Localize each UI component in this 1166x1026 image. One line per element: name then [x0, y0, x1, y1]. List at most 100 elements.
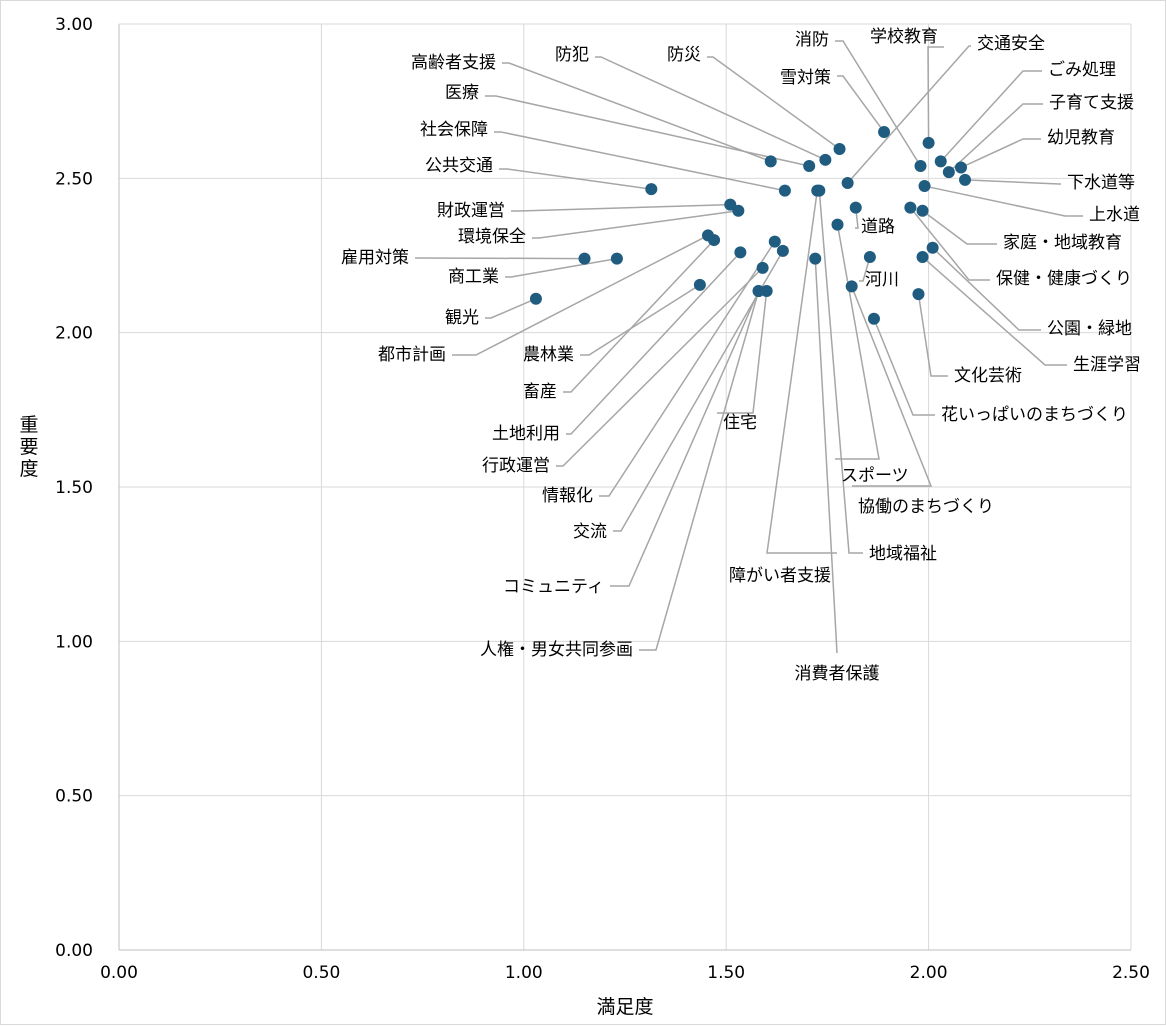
leader-line: [847, 45, 971, 184]
leader-line: [580, 284, 701, 356]
data-label: 文化芸術: [954, 366, 1022, 386]
x-tick-label: 0.00: [100, 963, 138, 983]
leader-line: [873, 318, 935, 416]
data-label: 障がい者支援: [729, 566, 831, 586]
data-point: [959, 173, 972, 186]
x-tick-label: 1.00: [505, 963, 543, 983]
data-point: [954, 161, 967, 174]
y-tick-label: 2.00: [55, 324, 93, 344]
data-label: 環境保全: [458, 227, 526, 247]
data-point: [912, 288, 925, 301]
leader-line: [922, 210, 997, 245]
data-label: 学校教育: [870, 27, 938, 47]
leader-line: [932, 247, 1041, 331]
grid-lines: [119, 23, 1132, 950]
data-point: [914, 159, 927, 172]
leader-line: [639, 290, 760, 651]
leader-line: [485, 298, 537, 319]
data-point: [610, 252, 623, 265]
data-point: [841, 176, 854, 189]
y-tick-label: 0.00: [55, 941, 93, 961]
tick-labels: 0.00 0.50 1.00 1.50 2.00 2.50 0.00 0.50 1.00 1.50…: [55, 15, 1150, 983]
data-label: 商工業: [448, 267, 499, 287]
data-label: 人権・男女共同参画: [480, 640, 633, 660]
leader-line: [494, 131, 786, 192]
y-tick-label: 1.00: [55, 632, 93, 652]
leader-line: [917, 293, 948, 377]
data-label: 消費者保護: [795, 664, 880, 684]
data-label: 下水道等: [1067, 173, 1135, 193]
data-point: [926, 241, 939, 254]
leader-line: [837, 75, 885, 133]
x-axis-title: 満足度: [596, 996, 653, 1018]
leader-line: [556, 267, 764, 467]
x-tick-label: 2.50: [1112, 963, 1150, 983]
data-label: コミュニティ: [503, 577, 604, 597]
axes: [118, 24, 1131, 951]
data-label: ごみ処理: [1048, 60, 1116, 80]
data-label: 河川: [865, 270, 899, 290]
data-label: 子育て支援: [1049, 93, 1134, 113]
y-tick-label: 1.50: [55, 478, 93, 498]
data-label: 雪対策: [780, 68, 831, 88]
leader-line: [850, 286, 933, 487]
data-label: 雇用対策: [341, 248, 409, 268]
data-point: [811, 184, 824, 197]
data-label: 協働のまちづくり: [858, 497, 994, 517]
leader-line: [859, 256, 871, 282]
leader-line: [927, 46, 944, 143]
data-point: [724, 198, 737, 211]
data-label: 消防: [795, 30, 829, 50]
data-point: [904, 201, 917, 214]
data-point: [578, 252, 591, 265]
data-point: [803, 159, 816, 172]
data-label: 農林業: [523, 345, 574, 365]
data-label: 上水道: [1089, 205, 1140, 225]
leader-line: [854, 207, 859, 229]
leader-line: [818, 190, 863, 554]
data-point: [693, 278, 706, 291]
data-point: [708, 234, 721, 247]
data-label: 医療: [445, 83, 479, 103]
data-label: 社会保障: [420, 120, 488, 140]
leader-line: [563, 239, 715, 393]
data-point: [756, 261, 769, 274]
y-axis-title: 重要度: [19, 414, 38, 480]
data-label: 生涯学習: [1073, 355, 1141, 375]
leader-line: [948, 103, 1043, 173]
data-label: 家庭・地域教育: [1003, 233, 1122, 253]
data-point: [734, 246, 747, 259]
data-label: 畜産: [523, 382, 557, 402]
data-point: [849, 201, 862, 214]
leader-line: [566, 251, 741, 435]
data-label: 交流: [573, 522, 607, 542]
leader-line: [511, 203, 731, 212]
leader-line: [532, 209, 739, 239]
leader-line: [717, 290, 768, 414]
data-point: [764, 155, 777, 168]
data-label: 観光: [445, 308, 479, 328]
data-label: 財政運営: [437, 201, 505, 221]
data-label: 幼児教育: [1047, 128, 1115, 148]
data-label: 高齢者支援: [411, 53, 496, 73]
data-points: [529, 126, 972, 325]
y-tick-label: 3.00: [55, 15, 93, 35]
data-point: [942, 166, 955, 179]
leader-line: [485, 95, 810, 167]
y-tick-label: 0.50: [55, 787, 93, 807]
data-label: 花いっぱいのまちづくり: [941, 405, 1128, 425]
leader-line: [940, 70, 1042, 162]
data-label: 公園・緑地: [1047, 319, 1132, 339]
data-point: [776, 244, 789, 257]
data-label: スポーツ: [841, 466, 909, 486]
leader-line: [415, 257, 585, 260]
leader-line: [502, 62, 771, 163]
x-tick-label: 2.00: [910, 963, 948, 983]
data-point: [529, 292, 542, 305]
data-point: [934, 155, 947, 168]
x-tick-label: 1.50: [707, 963, 745, 983]
data-point: [809, 252, 822, 265]
y-tick-label: 2.50: [55, 169, 93, 189]
leader-line: [499, 168, 652, 190]
